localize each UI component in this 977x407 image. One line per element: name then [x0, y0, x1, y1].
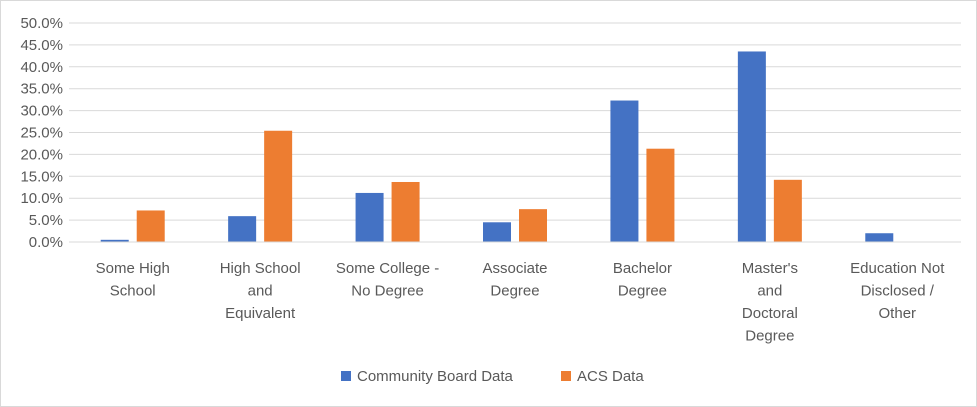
bar: [228, 216, 257, 242]
bar: [355, 192, 384, 242]
y-tick-label: 20.0%: [20, 146, 63, 163]
x-tick-label-line: Some College -: [336, 260, 439, 277]
x-tick-label: High School and Equivalent: [220, 260, 301, 322]
x-tick-label-line: Degree: [745, 328, 794, 345]
x-tick-label-line: No Degree: [351, 283, 424, 300]
x-tick-label-line: Education Not: [850, 260, 945, 277]
x-tick-label-line: Master's: [742, 260, 798, 277]
bar: [136, 210, 165, 242]
y-tick-label: 35.0%: [20, 81, 63, 98]
y-tick-label: 5.0%: [29, 212, 63, 229]
bar: [264, 130, 293, 242]
x-tick-label-line: High School: [220, 260, 301, 277]
legend-label: Community Board Data: [357, 368, 514, 385]
x-tick-label-line: Equivalent: [225, 305, 296, 322]
x-tick-label: Master's and Doctoral Degree: [742, 260, 798, 345]
y-tick-label: 15.0%: [20, 168, 63, 185]
x-tick-label-line: Associate: [482, 260, 547, 277]
x-tick-label-line: Degree: [490, 283, 539, 300]
legend-swatch: [341, 371, 351, 381]
legend-swatch: [561, 371, 571, 381]
x-tick-label-line: Bachelor: [613, 260, 672, 277]
x-tick-label-line: Degree: [618, 283, 667, 300]
x-tick-label: Some High School: [96, 260, 170, 300]
x-tick-label-line: Some High: [96, 260, 170, 277]
y-tick-label: 40.0%: [20, 59, 63, 76]
y-tick-label: 45.0%: [20, 37, 63, 54]
x-tick-label-line: and: [757, 283, 782, 300]
bar: [773, 179, 802, 242]
y-tick-label: 0.0%: [29, 234, 63, 251]
bar: [646, 148, 675, 242]
bar: [519, 209, 547, 242]
x-tick-label: Bachelor Degree: [613, 260, 672, 300]
bar: [865, 233, 894, 242]
x-tick-label: Associate Degree: [482, 260, 547, 300]
x-tick-label-line: and: [248, 283, 273, 300]
x-tick-label-line: Doctoral: [742, 305, 798, 322]
x-tick-label-line: Other: [879, 305, 917, 322]
y-tick-label: 25.0%: [20, 125, 63, 142]
bar: [483, 222, 511, 242]
bar: [610, 100, 639, 242]
legend-label: ACS Data: [577, 368, 644, 385]
bar: [391, 181, 420, 242]
y-tick-label: 10.0%: [20, 190, 63, 207]
x-tick-label: Some College - No Degree: [336, 260, 439, 300]
x-tick-label-line: Disclosed /: [861, 283, 935, 300]
bar: [100, 239, 129, 242]
y-tick-label: 50.0%: [20, 15, 63, 32]
x-tick-label-line: School: [110, 283, 156, 300]
x-tick-label: Education Not Disclosed / Other: [850, 260, 945, 322]
y-tick-label: 30.0%: [20, 103, 63, 120]
bar: [737, 51, 766, 242]
